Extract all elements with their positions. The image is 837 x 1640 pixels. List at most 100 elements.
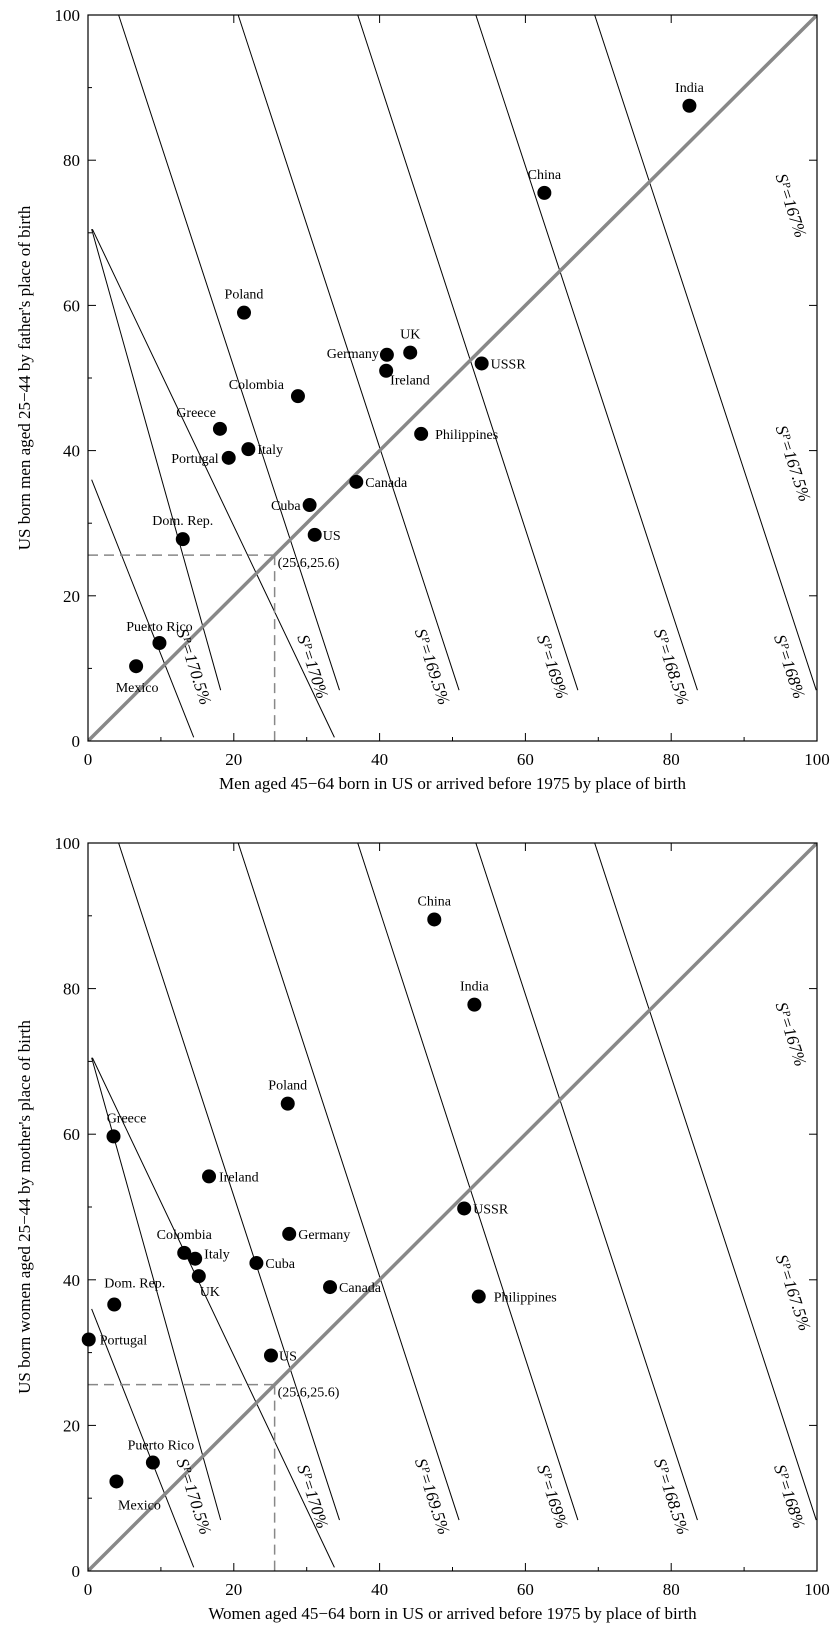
data-point [249,1256,264,1271]
reference-label: (25.6,25.6) [278,1386,340,1401]
isoline-label: Sᴾ=169% [533,632,572,701]
isoline-label: Sᴾ=168.5% [650,1456,693,1537]
point-label: Canada [365,476,408,491]
point-label: Mexico [118,1498,161,1513]
isoline-label: Sᴾ=168% [770,1462,809,1531]
point-label: UK [400,328,420,343]
x-tick-label: 80 [663,750,680,769]
point-label: Mexico [116,681,159,696]
reference-label: (25.6,25.6) [278,556,340,571]
data-point [349,474,364,489]
isoline [237,15,460,691]
isoline [118,15,340,691]
isoline [237,843,460,1521]
point-label: India [460,980,490,995]
isoline [91,229,222,691]
isoline-label: Sᴾ=168% [770,632,809,701]
data-point [81,1332,96,1347]
chart-panel-2: (25.6,25.6) Sᴾ=167% Sᴾ=167.5% Sᴾ=168% Sᴾ=168… [15,834,830,1623]
data-point [280,1096,295,1111]
y-tick-label: 100 [55,834,81,853]
isoline [357,843,579,1521]
data-point [191,1269,206,1284]
data-point [474,356,489,371]
x-axis-label: Women aged 45−64 born in US or arrived b… [208,1604,697,1623]
data-point [682,98,697,113]
data-point [427,912,442,927]
data-point [379,363,394,378]
isoline-label: Sᴾ=170% [293,1462,332,1531]
point-label: Dom. Rep. [152,514,213,529]
point-label: Philippines [494,1291,557,1306]
x-tick-label: 80 [663,1580,680,1599]
isoline [594,15,817,691]
x-tick-label: 100 [804,1580,830,1599]
data-point [467,997,482,1012]
y-tick-label: 60 [63,296,80,315]
point-label: Canada [339,1281,382,1296]
point-label: US [323,529,341,544]
isoline [91,1308,195,1568]
data-point [457,1201,472,1216]
data-point [177,1245,192,1260]
isoline [475,15,698,691]
point-label: China [528,168,562,183]
y-tick-label: 40 [63,442,80,461]
point-label: Cuba [265,1257,295,1272]
y-tick-label: 60 [63,1125,80,1144]
x-tick-label: 0 [84,1580,93,1599]
point-label: Ireland [219,1170,259,1185]
isoline-label: Sᴾ=170.5% [173,1456,216,1537]
isoline [475,843,698,1521]
data-point [307,527,322,542]
isoline-label: Sᴾ=167.5% [772,423,815,504]
isoline-label: Sᴾ=170% [293,632,332,701]
x-tick-label: 40 [371,750,388,769]
x-tick-label: 20 [225,750,242,769]
data-point [202,1169,217,1184]
isoline [91,228,335,738]
isoline [594,843,817,1521]
point-label: Philippines [435,428,498,443]
plot-area [88,843,817,1571]
y-tick-label: 20 [63,587,80,606]
isoline-label: Sᴾ=167% [772,1000,811,1069]
point-label: Cuba [271,499,301,514]
point-label: Greece [176,406,216,421]
y-tick-label: 80 [63,151,80,170]
data-point [175,532,190,547]
point-label: UK [200,1285,220,1300]
data-point [537,185,552,200]
point-label: Puerto Rico [126,620,193,635]
isoline-label: Sᴾ=169.5% [411,1456,454,1537]
point-label: Germany [327,347,379,362]
isoline-label: Sᴾ=169.5% [411,626,454,707]
data-point [302,498,317,513]
x-axis-label: Men aged 45−64 born in US or arrived bef… [219,774,687,793]
point-label: Poland [225,288,264,303]
data-point [212,421,227,436]
data-point [188,1251,203,1266]
point-label: Portugal [171,452,219,467]
isoline [91,1057,335,1568]
data-point [106,1129,121,1144]
diagonal-line [88,843,817,1571]
data-point [241,442,256,457]
point-label: Poland [268,1079,307,1094]
y-axis-label: US born women aged 25−44 by mother's pla… [15,1020,34,1394]
point-label: Puerto Rico [128,1439,195,1454]
point-label: Dom. Rep. [104,1277,165,1292]
x-tick-label: 0 [84,750,93,769]
data-point [414,426,429,441]
point-label: Italy [204,1248,230,1263]
x-tick-label: 100 [804,750,830,769]
chart-panel-1: (25.6,25.6) Sᴾ=167% Sᴾ=167.5% Sᴾ=168% Sᴾ=168… [15,6,830,793]
y-tick-label: 80 [63,980,80,999]
point-label: Greece [107,1111,147,1126]
data-point [403,345,418,360]
isoline [357,15,579,691]
x-tick-label: 40 [371,1580,388,1599]
data-point [221,450,236,465]
isoline-label: Sᴾ=168.5% [650,626,693,707]
